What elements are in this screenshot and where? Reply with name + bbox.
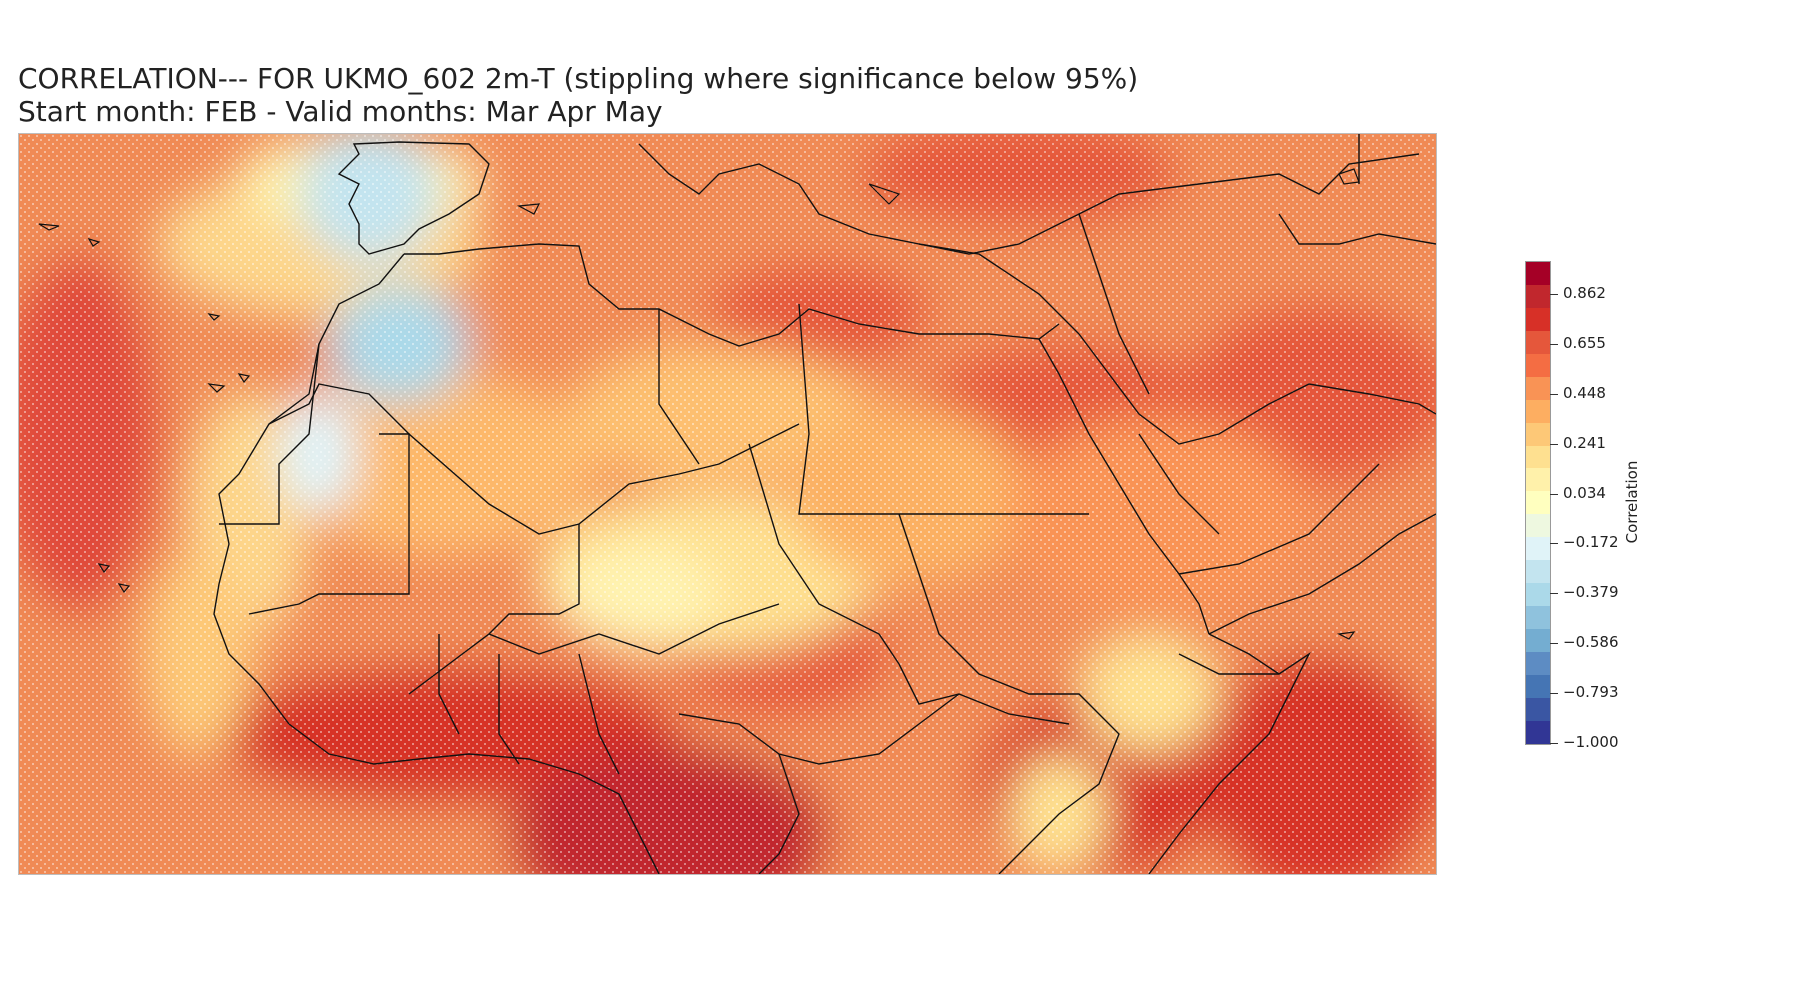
title-line-2: Start month: FEB - Valid months: Mar Apr…	[18, 95, 663, 128]
colorbar-segment	[1526, 674, 1550, 698]
coastlines	[213, 134, 1436, 874]
colorbar-tick	[1550, 394, 1558, 396]
colorbar-tick-label: 0.655	[1563, 334, 1606, 353]
colorbar-segment	[1526, 468, 1550, 492]
correlation-map	[18, 133, 1437, 875]
chart-title: CORRELATION--- FOR UKMO_602 2m-T (stippl…	[18, 62, 1138, 128]
colorbar-segment	[1526, 353, 1550, 377]
colorbar-segment	[1526, 651, 1550, 675]
colorbar-segment	[1526, 606, 1550, 629]
colorbar-segment	[1526, 720, 1550, 744]
colorbar-tick-label: 0.448	[1563, 384, 1606, 403]
colorbar-tick	[1550, 643, 1558, 645]
colorbar-segment	[1526, 399, 1550, 423]
colorbar-tick	[1550, 693, 1558, 695]
colorbar-tick-label: 0.241	[1563, 433, 1606, 452]
colorbar-segment	[1526, 537, 1550, 561]
colorbar-tick-label: −1.000	[1563, 733, 1619, 751]
colorbar-segment	[1526, 307, 1550, 331]
colorbar-segment	[1526, 422, 1550, 446]
colorbar-tick-label: −0.793	[1563, 683, 1619, 702]
stippling-overlay	[19, 134, 1436, 874]
colorbar-tick-label: −0.172	[1563, 533, 1619, 552]
colorbar-segment	[1526, 262, 1550, 285]
colorbar-segment	[1526, 491, 1550, 515]
colorbar-tick	[1550, 593, 1558, 595]
colorbar-segment	[1526, 560, 1550, 584]
colorbar-tick-label: −0.379	[1563, 583, 1619, 602]
colorbar-tick-label: −0.586	[1563, 633, 1619, 652]
colorbar-label: Correlation	[1623, 460, 1641, 544]
colorbar-tick	[1550, 294, 1558, 296]
colorbar-segment	[1526, 284, 1550, 308]
colorbar-segment	[1526, 697, 1550, 721]
colorbar-tick-label: 0.034	[1563, 483, 1606, 502]
colorbar-segment	[1526, 514, 1550, 538]
colorbar-segment	[1526, 330, 1550, 354]
colorbar-segment	[1526, 445, 1550, 469]
title-line-1: CORRELATION--- FOR UKMO_602 2m-T (stippl…	[18, 62, 1139, 95]
islands	[38, 168, 1360, 640]
colorbar-tick	[1550, 743, 1558, 744]
map-svg	[19, 134, 1436, 874]
colorbar-tick	[1550, 344, 1558, 346]
colorbar	[1525, 261, 1551, 745]
colorbar-segment	[1526, 376, 1550, 400]
colorbar-tick-label: 0.862	[1563, 284, 1606, 303]
colorbar-tick	[1550, 443, 1558, 445]
colorbar-segment	[1526, 583, 1550, 607]
colorbar-tick	[1550, 493, 1558, 495]
colorbar-tick	[1550, 543, 1558, 545]
colorbar-segment	[1526, 629, 1550, 652]
